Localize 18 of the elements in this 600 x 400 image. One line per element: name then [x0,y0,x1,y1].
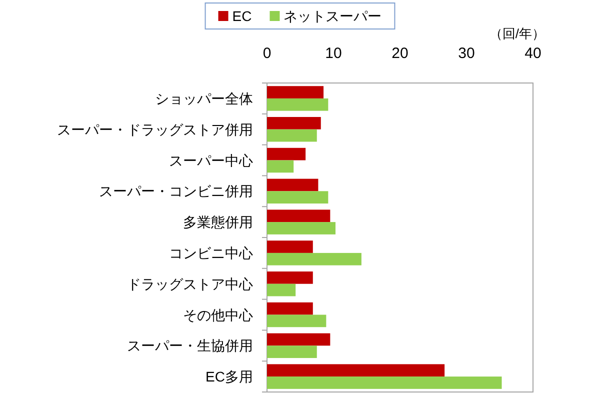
x-tick-label: 40 [524,45,542,62]
x-tick-label: 30 [458,45,475,62]
y-tick-label: EC多用 [206,368,253,385]
x-tick-label: 10 [325,45,342,62]
y-tick-label: スーパー・生協併用 [127,338,253,354]
y-tick-label: スーパー中心 [169,152,253,168]
y-tick-label: ドラッグストア中心 [127,276,253,292]
y-tick-label: スーパー・コンビニ併用 [99,183,253,200]
legend-label: EC [232,8,252,24]
y-tick-label: その他中心 [183,306,253,323]
legend-label: ネットスーパー [284,8,382,24]
x-axis-title: （回/年） [489,26,545,41]
y-tick-label: スーパー・ドラッグストア併用 [57,121,253,138]
y-tick-label: 多業態併用 [183,214,253,230]
x-tick-label: 0 [262,45,272,62]
y-tick-label: コンビニ中心 [169,244,253,261]
y-tick-label: ショッパー全体 [155,90,253,106]
x-tick-label: 20 [392,45,408,62]
